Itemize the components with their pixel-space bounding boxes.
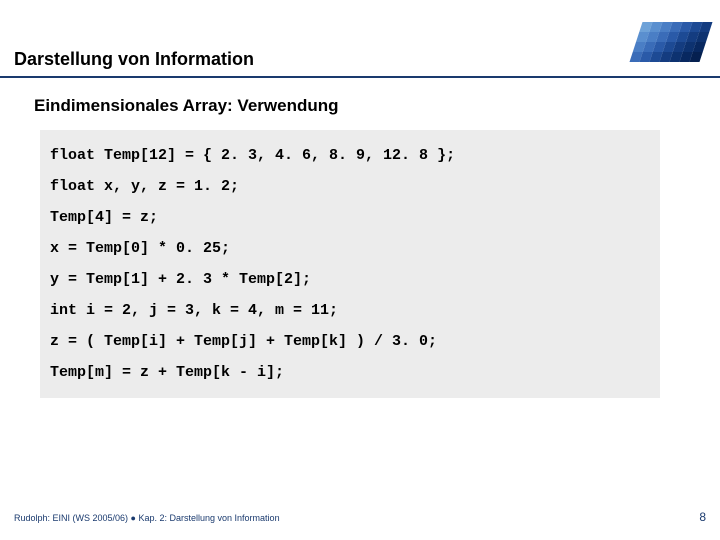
footer: Rudolph: EINI (WS 2005/06) ● Kap. 2: Dar… [14, 510, 706, 524]
code-line: Temp[4] = z; [50, 202, 650, 233]
logo-cell [699, 22, 712, 32]
code-block: float Temp[12] = { 2. 3, 4. 6, 8. 9, 12.… [40, 130, 660, 398]
page-number: 8 [699, 510, 706, 524]
footer-text: Rudolph: EINI (WS 2005/06) ● Kap. 2: Dar… [14, 513, 280, 523]
logo-cell [690, 52, 703, 62]
subtitle: Eindimensionales Array: Verwendung [34, 96, 720, 116]
logo-cell [693, 42, 706, 52]
code-line: z = ( Temp[i] + Temp[j] + Temp[k] ) / 3.… [50, 326, 650, 357]
logo-cell [696, 32, 709, 42]
header-bar: Darstellung von Information [0, 0, 720, 78]
page-title: Darstellung von Information [14, 49, 254, 70]
code-line: int i = 2, j = 3, k = 4, m = 11; [50, 295, 650, 326]
logo [626, 22, 706, 72]
code-line: Temp[m] = z + Temp[k - i]; [50, 357, 650, 388]
code-line: float Temp[12] = { 2. 3, 4. 6, 8. 9, 12.… [50, 140, 650, 171]
code-line: x = Temp[0] * 0. 25; [50, 233, 650, 264]
code-line: y = Temp[1] + 2. 3 * Temp[2]; [50, 264, 650, 295]
code-line: float x, y, z = 1. 2; [50, 171, 650, 202]
